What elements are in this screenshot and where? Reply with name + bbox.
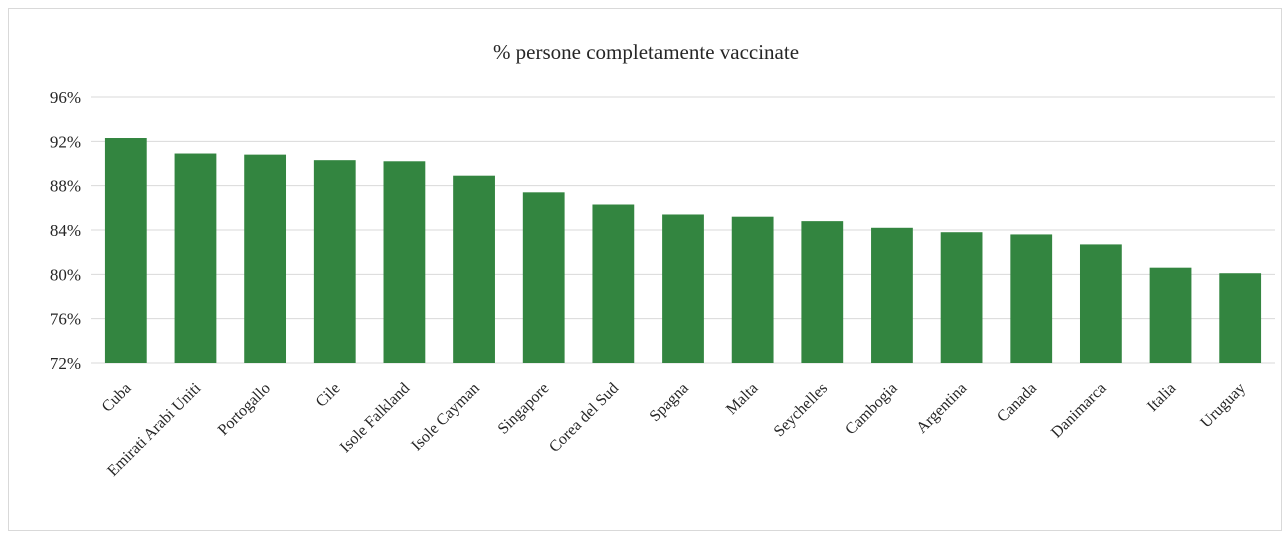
bar-danimarca: [1079, 244, 1122, 363]
x-category-label: Argentina: [913, 380, 970, 437]
x-category-label: Canada: [994, 380, 1040, 426]
bar-spagna: [662, 214, 704, 363]
bar-isole-cayman: [453, 175, 495, 363]
bar-singapore: [522, 192, 565, 363]
y-tick-label: 92%: [50, 132, 81, 151]
x-category-label: Isole Cayman: [408, 380, 483, 455]
x-category-label: Cuba: [99, 380, 135, 416]
y-tick-label: 80%: [50, 265, 81, 284]
bar-chart: % persone completamente vaccinate 72% 76%…: [50, 40, 1275, 480]
bar-seychelles: [801, 221, 844, 363]
x-category-label: Danimarca: [1048, 380, 1110, 442]
x-category-label: Spagna: [646, 380, 691, 425]
bar-cambogia: [871, 227, 913, 363]
bar-uruguay: [1219, 273, 1262, 363]
x-category-label: Uruguay: [1197, 380, 1249, 432]
bar-cuba: [104, 138, 147, 363]
y-tick-label: 76%: [50, 310, 81, 329]
bars: [104, 138, 1262, 363]
chart-title: % persone completamente vaccinate: [493, 40, 799, 64]
bar-malta: [731, 216, 774, 363]
x-category-label: Italia: [1144, 380, 1179, 415]
y-axis-ticks: 72% 76% 80% 84% 88% 92% 96%: [50, 88, 81, 373]
bar-emirati-arabi-uniti: [174, 153, 217, 363]
bar-corea-del-sud: [592, 204, 635, 363]
bar-portogallo: [244, 154, 287, 363]
bar-cile: [313, 160, 356, 363]
y-tick-label: 96%: [50, 88, 81, 107]
x-category-label: Corea del Sud: [546, 380, 622, 456]
bar-italia: [1149, 267, 1192, 363]
bar-argentina: [940, 232, 983, 363]
y-tick-label: 84%: [50, 221, 81, 240]
y-tick-label: 72%: [50, 354, 81, 373]
x-category-label: Portogallo: [215, 380, 274, 439]
x-category-label: Singapore: [495, 380, 553, 438]
x-category-label: Seychelles: [771, 380, 831, 440]
x-category-label: Cambogia: [842, 380, 901, 439]
chart-area: % persone completamente vaccinate 72% 76%…: [8, 8, 1282, 531]
bar-canada: [1010, 234, 1053, 363]
x-category-label: Cile: [313, 380, 344, 411]
y-tick-label: 88%: [50, 177, 81, 196]
x-category-label: Isole Falkland: [337, 380, 413, 456]
bar-isole-falkland: [383, 161, 426, 363]
x-category-label: Malta: [723, 380, 761, 418]
